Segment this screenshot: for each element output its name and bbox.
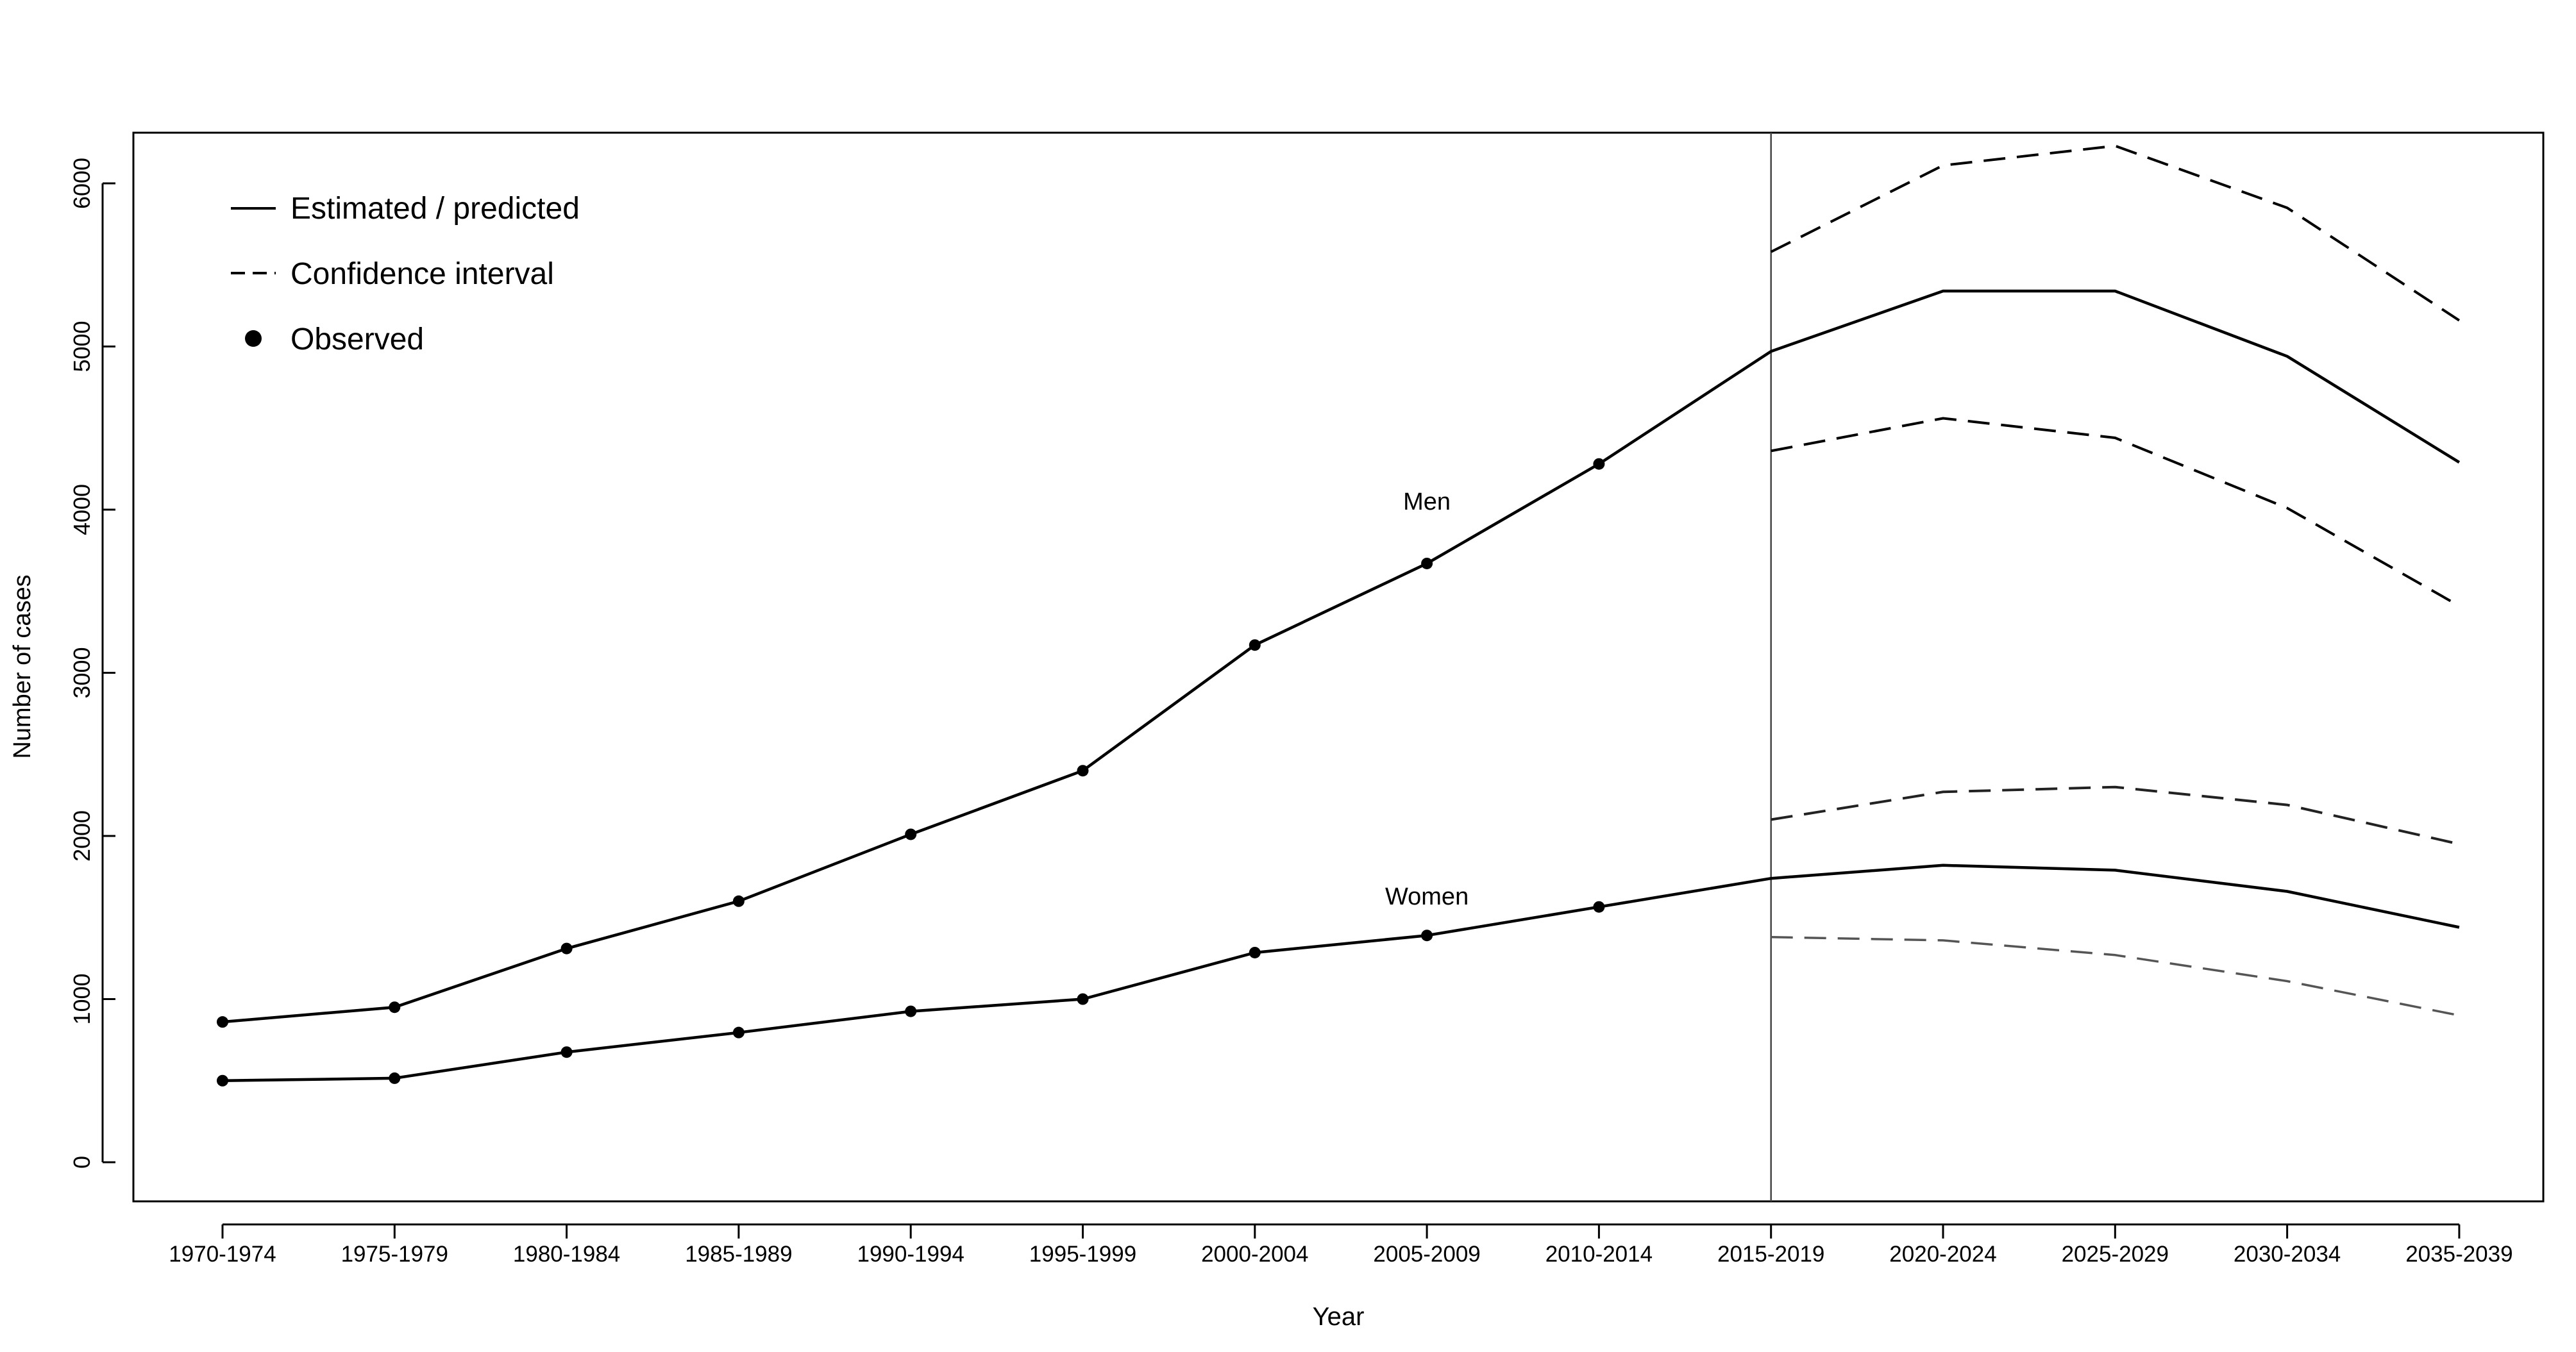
x-tick-label: 1995-1999 — [1029, 1242, 1136, 1267]
legend-ci-label: Confidence interval — [290, 257, 554, 291]
observed-point-men — [1249, 639, 1261, 651]
legend: Estimated / predicted Confidence interval… — [231, 192, 580, 356]
observed-point-men — [560, 942, 573, 955]
observed-point-women — [560, 1046, 573, 1058]
x-tick-label: 2015-2019 — [1717, 1242, 1824, 1267]
ci-lower-line-men — [1771, 417, 2460, 607]
x-tick-label: 1985-1989 — [685, 1242, 792, 1267]
x-tick-label: 1970-1974 — [169, 1242, 276, 1267]
x-tick-label: 2005-2009 — [1373, 1242, 1480, 1267]
x-tick-label: 2025-2029 — [2062, 1242, 2169, 1267]
y-tick-label: 5000 — [69, 321, 95, 372]
observed-point-women — [217, 1074, 228, 1087]
y-axis-label: Number of cases — [9, 574, 36, 758]
plot-area: Men Women — [217, 133, 2461, 1201]
y-tick-label: 3000 — [69, 647, 95, 698]
estimated-line-men — [222, 289, 2461, 1024]
x-tick-label: 1990-1994 — [857, 1242, 964, 1267]
x-tick-label: 1975-1979 — [341, 1242, 448, 1267]
ci-upper-line-women — [1771, 785, 2460, 846]
legend-estimated-label: Estimated / predicted — [290, 192, 580, 226]
y-tick-label: 6000 — [69, 158, 95, 209]
observed-point-women — [1421, 930, 1433, 942]
y-axis: 0 1000 2000 3000 4000 5000 6000 — [69, 158, 115, 1169]
x-tick-label: 2030-2034 — [2234, 1242, 2341, 1267]
x-tick-label: 2035-2039 — [2405, 1242, 2513, 1267]
x-tick-label: 2000-2004 — [1201, 1242, 1308, 1267]
legend-observed-label: Observed — [290, 322, 424, 356]
observed-point-women — [732, 1026, 745, 1039]
y-tick-label: 1000 — [69, 973, 95, 1024]
observed-point-men — [1077, 765, 1089, 777]
estimated-line-women — [222, 864, 2460, 1083]
observed-point-women — [1249, 946, 1261, 958]
x-axis-label: Year — [1313, 1303, 1365, 1331]
observed-point-men — [905, 828, 917, 840]
y-tick-label: 4000 — [69, 484, 95, 535]
observed-point-women — [905, 1005, 917, 1017]
y-tick-label: 2000 — [69, 810, 95, 862]
observed-point-men — [1421, 557, 1433, 569]
ci-lower-line-women — [1771, 936, 2460, 1017]
plot-frame — [132, 131, 2545, 1203]
observed-point-women — [1593, 901, 1605, 913]
observed-point-women — [1077, 993, 1089, 1005]
x-tick-label: 1980-1984 — [513, 1242, 620, 1267]
observed-point-women — [389, 1072, 401, 1084]
legend-observed-swatch — [245, 330, 262, 347]
x-axis: 1970-1974 1975-1979 1980-1984 1985-1989 1990… — [169, 1223, 2513, 1267]
x-tick-label: 2010-2014 — [1545, 1242, 1653, 1267]
series-women — [217, 785, 2460, 1087]
observed-point-men — [1593, 458, 1605, 470]
annotation-men: Men — [1403, 488, 1451, 515]
observed-point-men — [732, 895, 745, 907]
series-men — [217, 144, 2461, 1028]
ci-upper-line-men — [1770, 144, 2460, 322]
observed-point-men — [389, 1001, 401, 1014]
observed-point-men — [217, 1016, 228, 1028]
y-tick-label: 0 — [69, 1156, 95, 1169]
x-tick-label: 2020-2024 — [1889, 1242, 1996, 1267]
annotation-women: Women — [1385, 883, 1469, 910]
